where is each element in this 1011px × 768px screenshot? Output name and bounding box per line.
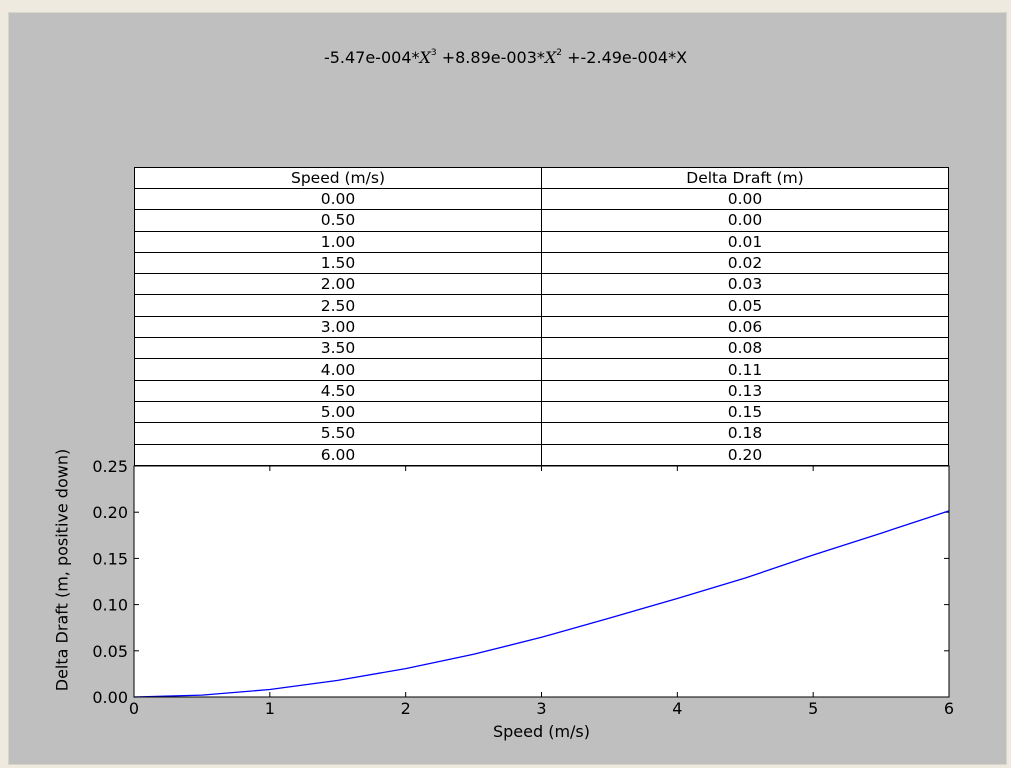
y-tick-label: 0.00 bbox=[92, 688, 128, 707]
x-tick-label: 6 bbox=[944, 699, 954, 718]
plot-frame bbox=[133, 465, 950, 698]
table-header-delta-draft: Delta Draft (m) bbox=[541, 167, 949, 189]
x-axis-label: Speed (m/s) bbox=[492, 722, 591, 741]
table-row: 0.50 0.00 bbox=[134, 209, 949, 232]
table-cell: 0.08 bbox=[541, 337, 949, 360]
x-tick-label: 2 bbox=[401, 699, 411, 718]
table-cell: 0.13 bbox=[541, 379, 949, 402]
table-cell: 0.20 bbox=[541, 443, 949, 467]
y-tick-label: 0.25 bbox=[92, 457, 128, 476]
table-row: 5.00 0.15 bbox=[134, 400, 949, 424]
table-cell: 0.02 bbox=[541, 251, 949, 275]
table-header-row: Speed (m/s) Delta Draft (m) bbox=[134, 167, 949, 189]
table-cell: 6.00 bbox=[134, 443, 542, 467]
x-tick-label: 5 bbox=[808, 699, 818, 718]
x-tick-label: 1 bbox=[265, 699, 275, 718]
table-row: 4.50 0.13 bbox=[134, 379, 949, 402]
y-tick-label: 0.20 bbox=[92, 503, 128, 522]
x-tick-label: 3 bbox=[536, 699, 546, 718]
table-row: 0.00 0.00 bbox=[134, 187, 949, 211]
plot-area bbox=[134, 466, 949, 697]
table-cell: 0.00 bbox=[134, 187, 542, 211]
x-tick-label: 0 bbox=[129, 699, 139, 718]
data-table: Speed (m/s) Delta Draft (m) 0.00 0.00 0.5… bbox=[134, 167, 949, 467]
table-row: 6.00 0.20 bbox=[134, 443, 949, 467]
y-tick-label: 0.15 bbox=[92, 549, 128, 568]
series-line bbox=[133, 510, 950, 698]
table-row: 4.00 0.11 bbox=[134, 358, 949, 381]
table-row: 3.50 0.08 bbox=[134, 337, 949, 360]
table-row: 2.50 0.05 bbox=[134, 294, 949, 317]
table-row: 5.50 0.18 bbox=[134, 422, 949, 445]
chart-title: -5.47e-004*X3 +8.89e-003*X2 +-2.49e-004*… bbox=[323, 48, 688, 67]
y-tick-label: 0.05 bbox=[92, 642, 128, 661]
y-tick-label: 0.10 bbox=[92, 596, 128, 615]
x-tick-label: 4 bbox=[672, 699, 682, 718]
